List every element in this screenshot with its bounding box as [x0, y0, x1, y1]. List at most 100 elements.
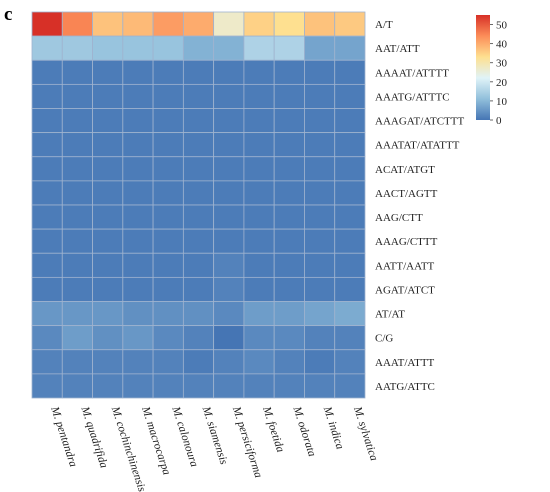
- heatmap-cell: [31, 83, 63, 109]
- row-label: AAAG/CTTT: [375, 236, 438, 248]
- heatmap-cell: [152, 108, 184, 134]
- heatmap-cell: [334, 276, 366, 302]
- heatmap-cell: [122, 204, 154, 230]
- colorbar-tick-label: 10: [496, 96, 508, 108]
- row-label: C/G: [375, 333, 393, 345]
- heatmap-cell: [334, 373, 366, 399]
- heatmap-cell: [304, 83, 336, 109]
- row-label: AAAT/ATTT: [375, 357, 435, 369]
- heatmap-cell: [152, 228, 184, 254]
- heatmap-cell: [213, 83, 245, 109]
- heatmap-cell: [152, 59, 184, 85]
- heatmap-cell: [122, 11, 154, 37]
- heatmap-cell: [31, 156, 63, 182]
- heatmap-cell: [243, 325, 275, 351]
- row-label: AGAT/ATCT: [375, 284, 435, 296]
- heatmap-cell: [304, 156, 336, 182]
- heatmap-cell: [122, 59, 154, 85]
- heatmap-cell: [334, 325, 366, 351]
- row-labels: A/T AAT/ATT AAAAT/ATTTT AAATG/ATTTC AAAGAT/A…: [375, 19, 464, 393]
- heatmap-cell: [122, 35, 154, 61]
- row-label: AACT/AGTT: [375, 188, 438, 200]
- heatmap-cell: [31, 349, 63, 375]
- heatmap-cell: [182, 373, 215, 399]
- heatmap-cell: [92, 301, 124, 327]
- heatmap-cell: [92, 373, 124, 399]
- heatmap-cell: [243, 276, 275, 302]
- heatmap-cell: [61, 301, 93, 327]
- heatmap-cell: [334, 108, 366, 134]
- heatmap-cell: [334, 301, 366, 327]
- heatmap-cell: [243, 108, 275, 134]
- heatmap-cell: [152, 132, 184, 158]
- heatmap-cell: [304, 11, 336, 37]
- heatmap-cell: [304, 252, 336, 278]
- heatmap-cell: [152, 35, 184, 61]
- column-labels: M. pentandra M. quadrifida M. cochinchinen…: [48, 404, 380, 492]
- heatmap-cell: [61, 228, 93, 254]
- heatmap-cell: [334, 228, 366, 254]
- heatmap-cell: [273, 35, 305, 61]
- heatmap-cell: [304, 35, 336, 61]
- heatmap-cell: [152, 325, 184, 351]
- heatmap-cell: [122, 156, 154, 182]
- heatmap-cell: [152, 301, 184, 327]
- heatmap-cell: [122, 132, 154, 158]
- heatmap-cell: [61, 325, 93, 351]
- heatmap-cell: [213, 325, 245, 351]
- heatmap-cell: [92, 59, 124, 85]
- heatmap-cell: [61, 276, 93, 302]
- heatmap-cell: [152, 373, 184, 399]
- heatmap-cell: [31, 373, 63, 399]
- heatmap-cell: [152, 180, 184, 206]
- heatmap-cell: [304, 325, 336, 351]
- heatmap-cell: [334, 83, 366, 109]
- heatmap-cell: [334, 35, 366, 61]
- row-label: AAT/ATT: [375, 43, 420, 55]
- heatmap-cell: [31, 252, 63, 278]
- heatmap-cell: [182, 108, 215, 134]
- row-label: AT/AT: [375, 309, 405, 321]
- heatmap-cell: [122, 180, 154, 206]
- heatmap-cell: [61, 180, 93, 206]
- heatmap-cell: [273, 349, 305, 375]
- heatmap-cell: [213, 252, 245, 278]
- heatmap-cell: [273, 301, 305, 327]
- colorbar: 0 10 20 30 40 50: [476, 15, 508, 127]
- heatmap-cell: [122, 301, 154, 327]
- heatmap-cell: [92, 204, 124, 230]
- heatmap-cell: [122, 83, 154, 109]
- heatmap-cell: [122, 373, 154, 399]
- heatmap-cell: [334, 252, 366, 278]
- heatmap-cell: [243, 252, 275, 278]
- heatmap-cell: [92, 83, 124, 109]
- heatmap-cell: [182, 180, 215, 206]
- column-label: M. calonoura: [169, 404, 200, 468]
- heatmap-cell: [304, 108, 336, 134]
- heatmap-cell: [31, 204, 63, 230]
- heatmap-cell: [273, 180, 305, 206]
- heatmap-cell: [213, 11, 245, 37]
- heatmap-cell: [122, 276, 154, 302]
- heatmap-cell: [273, 276, 305, 302]
- heatmap-cell: [31, 132, 63, 158]
- heatmap-cell: [243, 59, 275, 85]
- heatmap-cell: [273, 11, 305, 37]
- heatmap-cell: [182, 132, 215, 158]
- heatmap-cell: [273, 228, 305, 254]
- heatmap-cell: [243, 11, 275, 37]
- heatmap-cell: [122, 228, 154, 254]
- heatmap-cell: [61, 83, 93, 109]
- column-label: M. sylvatica: [351, 404, 380, 462]
- row-label: ACAT/ATGT: [375, 164, 435, 176]
- heatmap-cell: [334, 132, 366, 158]
- colorbar-tick-label: 50: [496, 20, 508, 32]
- heatmap-cell: [304, 276, 336, 302]
- heatmap-cell: [92, 325, 124, 351]
- heatmap-cell: [92, 108, 124, 134]
- heatmap-cell: [243, 301, 275, 327]
- heatmap-cell: [31, 301, 63, 327]
- heatmap-cell: [213, 373, 245, 399]
- heatmap-cell: [213, 301, 245, 327]
